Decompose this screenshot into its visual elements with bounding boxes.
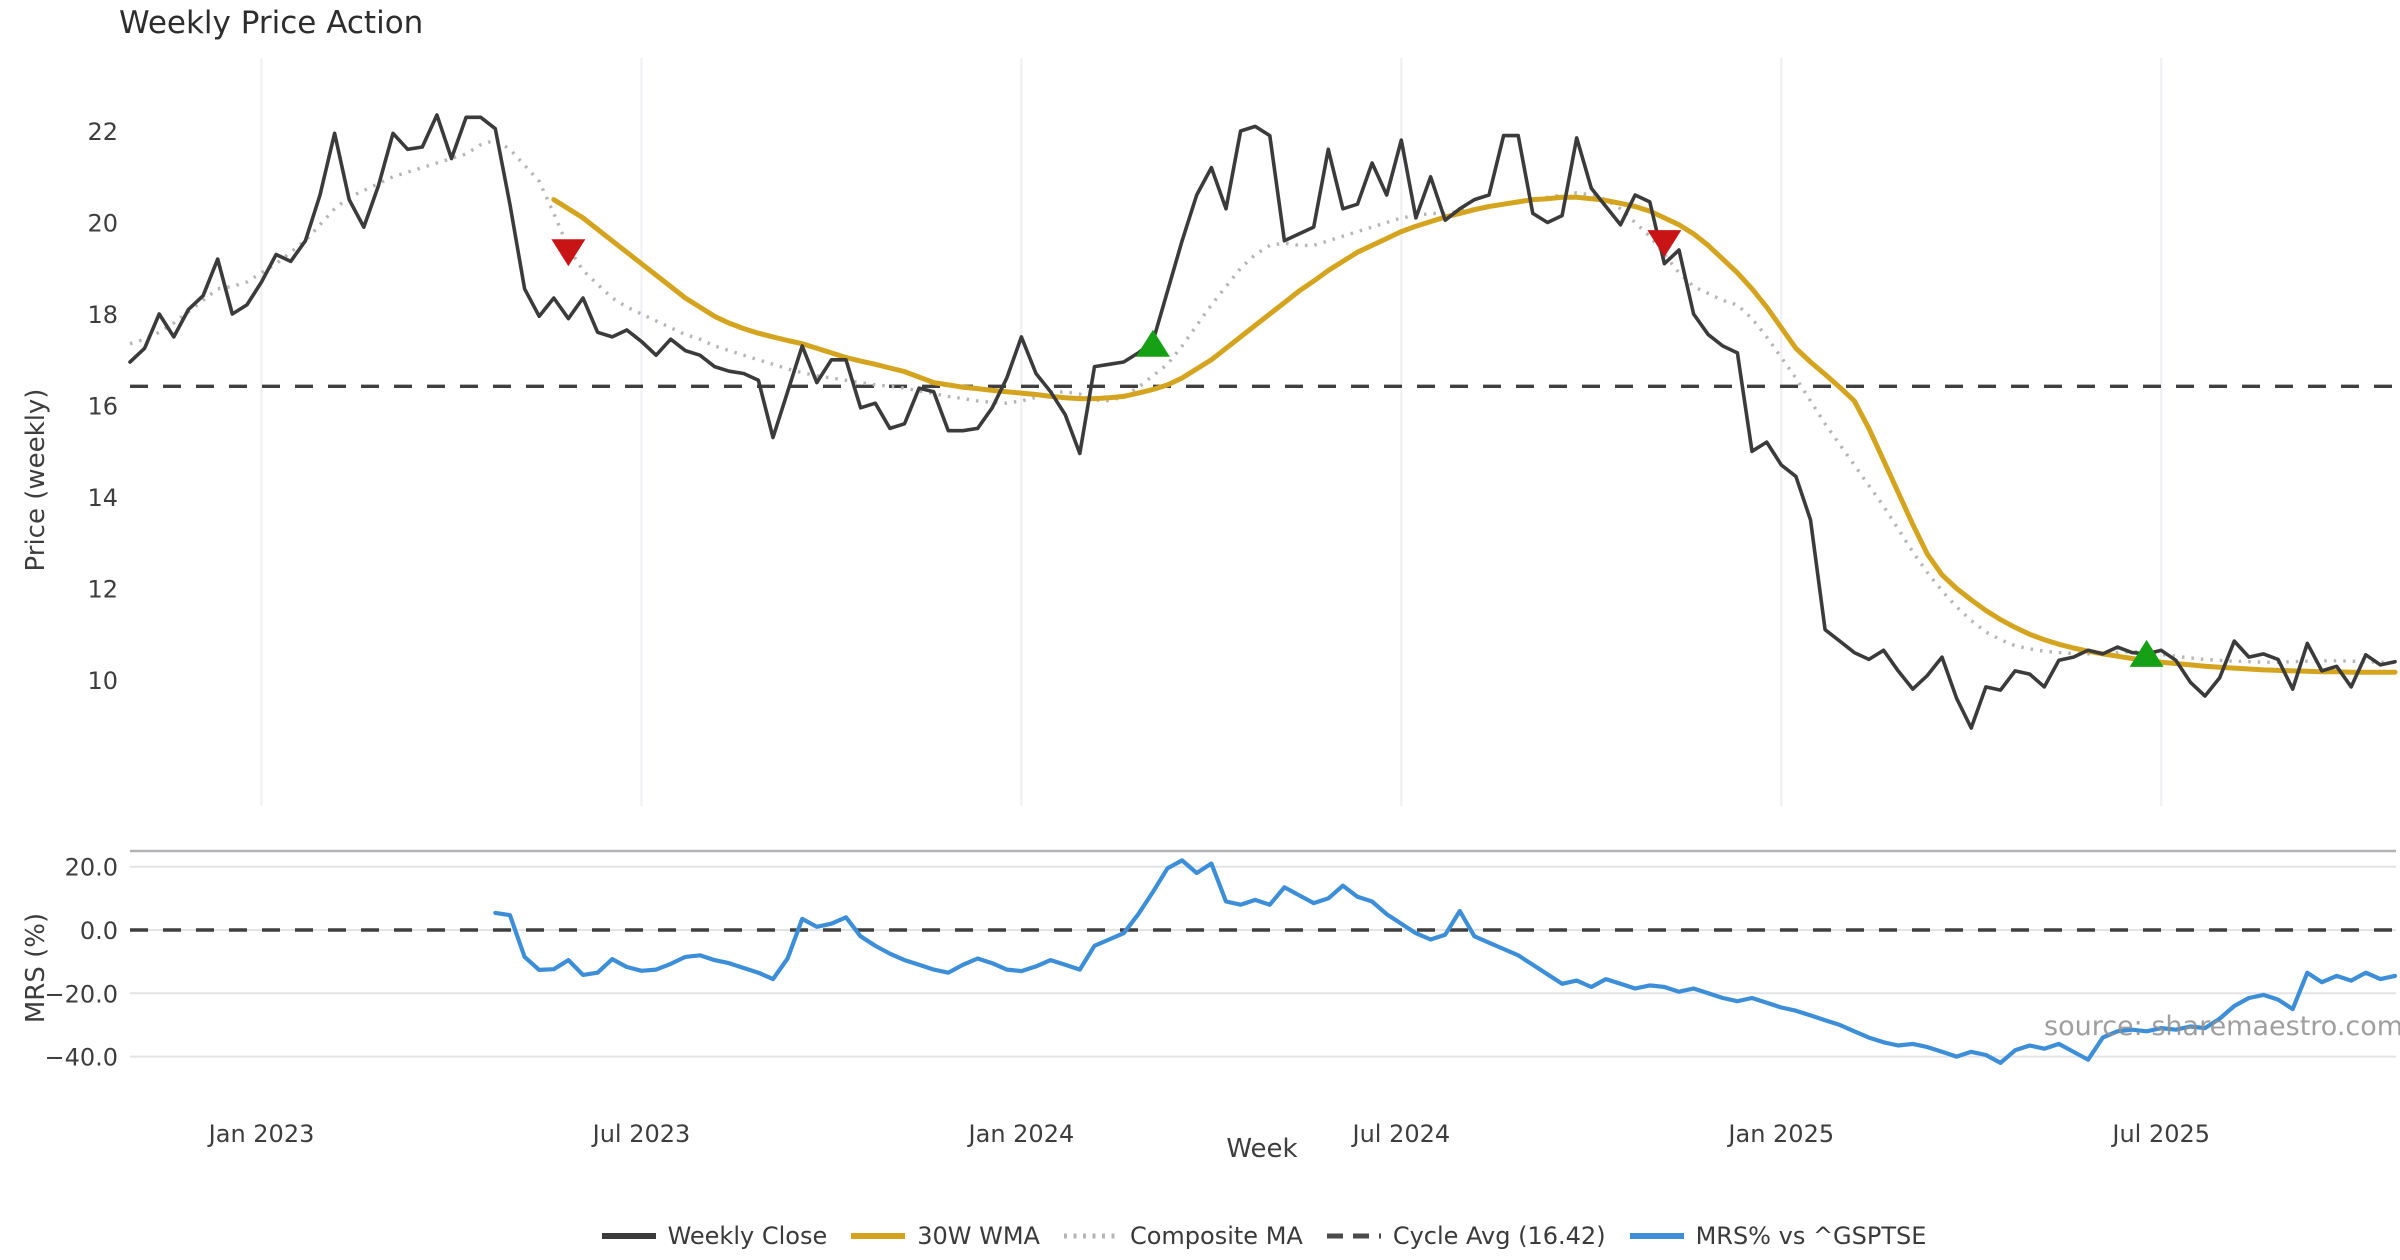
legend-swatch-30w-wma bbox=[851, 1233, 906, 1239]
xtick-5: Jul 2025 bbox=[2110, 1120, 2210, 1148]
legend-label-mrs-vs-gsptse: MRS% vs ^GSPTSE bbox=[1695, 1222, 1927, 1250]
legend-label-30w-wma: 30W WMA bbox=[917, 1222, 1040, 1250]
legend-swatch-weekly-close bbox=[601, 1233, 656, 1239]
legend-swatch-cycle-avg-16-42 bbox=[1326, 1233, 1381, 1239]
legend-label-composite-ma: Composite MA bbox=[1129, 1222, 1303, 1250]
mrs-ytick-1: 0.0 bbox=[80, 917, 118, 945]
price-ytick-10: 10 bbox=[87, 667, 118, 695]
source-watermark: source: sharemaestro.com bbox=[2044, 1011, 2400, 1042]
price-ytick-18: 18 bbox=[87, 301, 118, 329]
mrs-ytick-0: 20.0 bbox=[65, 854, 118, 882]
x-axis-label: Week bbox=[1226, 1134, 1298, 1164]
legend-item-cycle-avg-16-42: Cycle Avg (16.42) bbox=[1325, 1222, 1606, 1250]
mrs-ytick-3: −40.0 bbox=[44, 1044, 118, 1072]
legend-swatch-composite-ma bbox=[1063, 1233, 1118, 1239]
legend-item-30w-wma: 30W WMA bbox=[849, 1222, 1040, 1250]
sell-signal-marker-0 bbox=[551, 239, 586, 267]
chart-title: Weekly Price Action bbox=[119, 5, 424, 41]
mrs-ytick-2: −20.0 bbox=[44, 980, 118, 1008]
xtick-2: Jan 2024 bbox=[967, 1120, 1075, 1148]
mrs-axis-label: MRS (%) bbox=[21, 912, 51, 1024]
xtick-0: Jan 2023 bbox=[207, 1120, 315, 1148]
legend-swatch-mrs-vs-gsptse bbox=[1629, 1233, 1684, 1239]
weekly-close-line bbox=[128, 113, 2397, 730]
price-ytick-14: 14 bbox=[87, 484, 118, 512]
price-ytick-16: 16 bbox=[87, 393, 118, 421]
mrs-line bbox=[493, 858, 2398, 1066]
xtick-1: Jul 2023 bbox=[591, 1120, 691, 1148]
composite-ma-line bbox=[129, 138, 2396, 665]
legend-label-weekly-close: Weekly Close bbox=[667, 1222, 828, 1250]
xtick-3: Jul 2024 bbox=[1350, 1120, 1450, 1148]
legend: Weekly Close 30W WMA Composite MA Cycle Avg… bbox=[130, 1214, 2396, 1258]
price-ytick-20: 20 bbox=[87, 210, 118, 238]
wma30-line bbox=[551, 194, 2398, 675]
legend-item-mrs-vs-gsptse: MRS% vs ^GSPTSE bbox=[1628, 1222, 1927, 1250]
price-axis-label: Price (weekly) bbox=[21, 388, 51, 572]
xtick-4: Jan 2025 bbox=[1726, 1120, 1834, 1148]
buy-signal-marker-1 bbox=[2129, 639, 2164, 667]
legend-label-cycle-avg-16-42: Cycle Avg (16.42) bbox=[1392, 1222, 1606, 1250]
sell-signal-marker-1 bbox=[1647, 230, 1682, 258]
price-ytick-12: 12 bbox=[87, 576, 118, 604]
legend-item-weekly-close: Weekly Close bbox=[600, 1222, 828, 1250]
price-ytick-22: 22 bbox=[87, 118, 118, 146]
legend-item-composite-ma: Composite MA bbox=[1062, 1222, 1303, 1250]
buy-signal-marker-0 bbox=[1135, 329, 1170, 357]
